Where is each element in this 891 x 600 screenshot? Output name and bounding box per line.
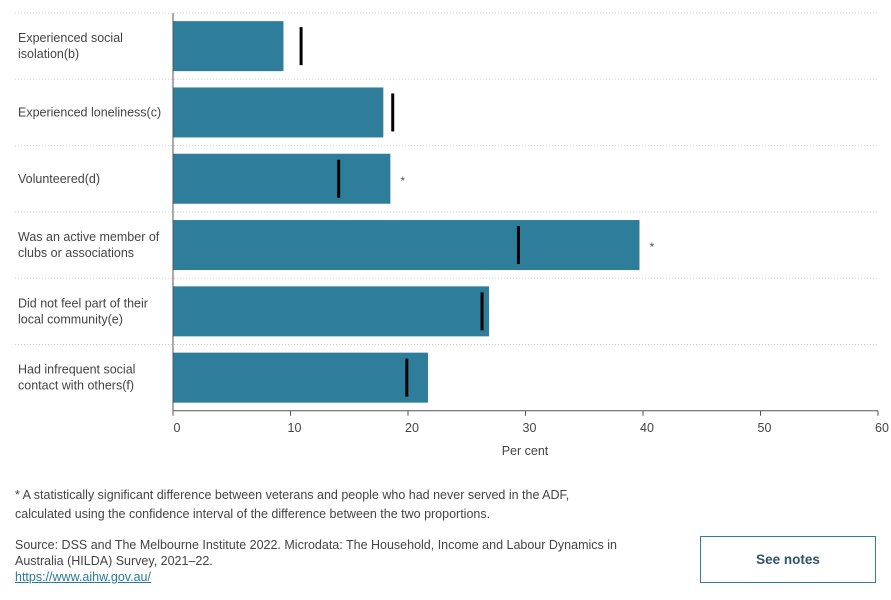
source-line-2: Australia (HILDA) Survey, 2021–22. xyxy=(15,554,213,568)
source-line-1: Source: DSS and The Melbourne Institute … xyxy=(15,538,617,552)
category-label: Experienced social isolation(b) xyxy=(18,31,123,61)
category-label: Did not feel part of their local communit… xyxy=(18,296,148,326)
category-label-line: contact with others(f) xyxy=(18,379,134,393)
x-axis-title: Per cent xyxy=(502,444,549,458)
significance-marker: * xyxy=(649,240,654,254)
category-label-line: Had infrequent social xyxy=(18,363,135,377)
significance-footnote: * A statistically significant difference… xyxy=(15,486,615,524)
bar-chart: Experienced social isolation(b)Experience… xyxy=(15,12,889,458)
category-label-line: Was an active member of xyxy=(18,230,160,244)
significance-marker: * xyxy=(400,174,405,188)
bar xyxy=(173,352,428,403)
x-axis: 0 10 20 30 40 50 60 xyxy=(172,13,889,435)
footnote-line-1: * A statistically significant difference… xyxy=(15,488,570,502)
category-label-line: local community(e) xyxy=(18,312,123,326)
x-tick-label: 10 xyxy=(288,421,302,435)
x-tick-label: 60 xyxy=(875,421,889,435)
reference-markers: ** xyxy=(299,27,654,397)
category-label: Was an active member of clubs or associat… xyxy=(18,230,160,260)
source-note: Source: DSS and The Melbourne Institute … xyxy=(15,537,655,585)
category-label-line: clubs or associations xyxy=(18,246,134,260)
category-label: Experienced loneliness(c) xyxy=(18,105,161,119)
x-tick-label: 50 xyxy=(758,421,772,435)
category-label-line: Experienced social xyxy=(18,31,123,45)
x-tick-label: 20 xyxy=(405,421,419,435)
bar xyxy=(173,286,490,337)
category-label-line: Did not feel part of their xyxy=(18,296,148,310)
category-label: Volunteered(d) xyxy=(18,172,100,186)
x-tick-label: 30 xyxy=(523,421,537,435)
category-label: Had infrequent social contact with others… xyxy=(18,363,135,393)
x-tick-label: 0 xyxy=(174,421,181,435)
bar xyxy=(173,153,391,204)
source-link[interactable]: https://www.aihw.gov.au/ xyxy=(15,570,151,584)
category-label-line: Volunteered(d) xyxy=(18,172,100,186)
see-notes-button[interactable]: See notes xyxy=(700,536,876,583)
category-label-line: Experienced loneliness(c) xyxy=(18,105,161,119)
category-labels: Experienced social isolation(b)Experience… xyxy=(18,31,161,393)
category-label-line: isolation(b) xyxy=(18,47,79,61)
bar xyxy=(173,21,284,72)
footnote-line-2: calculated using the confidence interval… xyxy=(15,507,491,521)
bars xyxy=(173,21,640,403)
bar xyxy=(173,220,640,271)
x-tick-label: 40 xyxy=(640,421,654,435)
bar xyxy=(173,87,384,138)
